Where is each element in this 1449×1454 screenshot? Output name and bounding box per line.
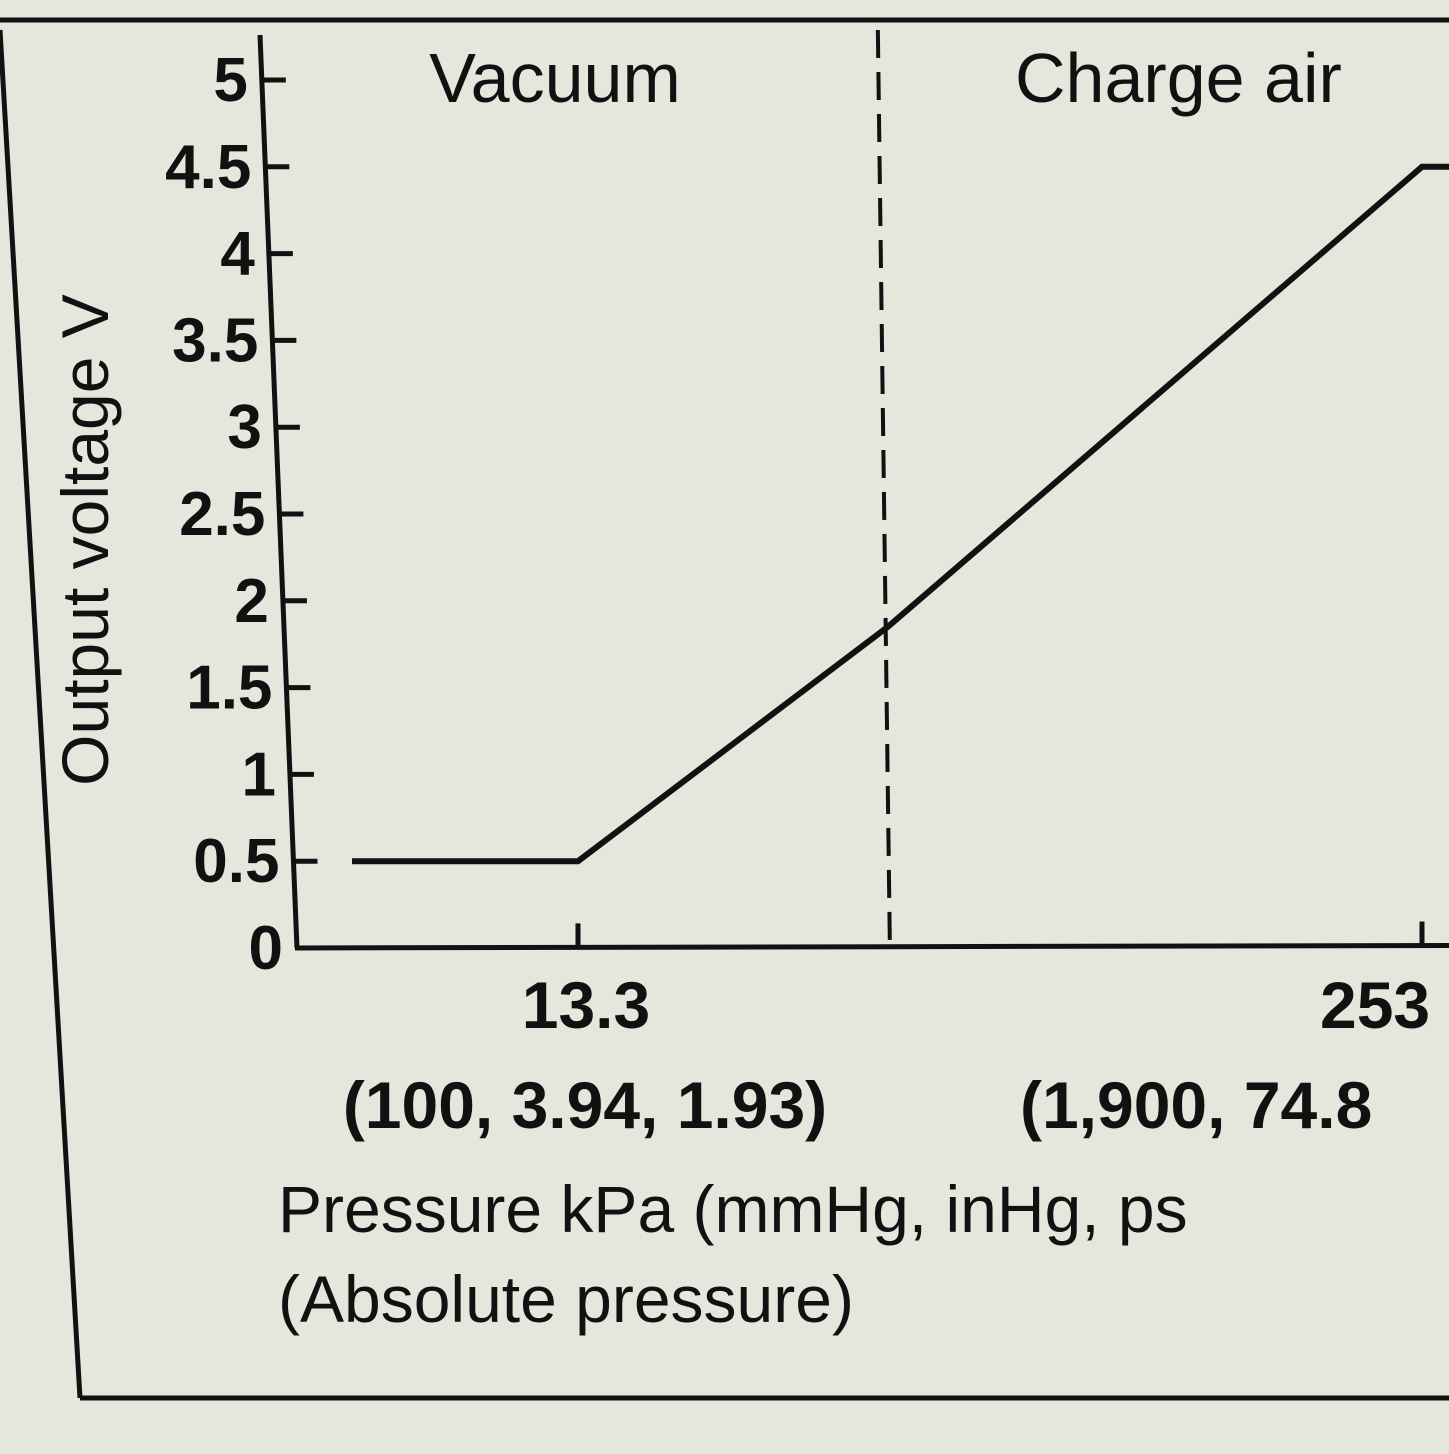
y-tick-label: 0.5: [193, 827, 279, 896]
y-tick-label: 4.5: [165, 133, 251, 202]
y-tick-label: 1.5: [186, 654, 272, 723]
x-tick-label: 13.3: [522, 968, 650, 1042]
region-label-charge-air: Charge air: [1015, 39, 1342, 117]
y-tick-label: 5: [213, 46, 247, 115]
axes: [260, 30, 1449, 948]
y-tick-label: 2.5: [179, 480, 265, 549]
x-axis-title: Pressure kPa (mmHg, inHg, ps: [278, 1172, 1188, 1246]
y-tick-label: 1: [241, 740, 275, 809]
vacuum-charge-boundary: [878, 30, 890, 945]
x-axis-line: [295, 945, 1449, 948]
x-tick-sublabel: (100, 3.94, 1.93): [343, 1068, 827, 1142]
y-axis-title: Output voltage V: [48, 294, 122, 786]
region-label-vacuum: Vacuum: [429, 39, 681, 117]
y-axis-line: [260, 35, 297, 948]
series-group: [352, 167, 1449, 862]
voltage-line: [352, 167, 1449, 861]
y-tick-label: 4: [220, 220, 255, 289]
y-tick-label: 3: [227, 393, 261, 462]
x-axis-subtitle: (Absolute pressure): [278, 1262, 854, 1336]
y-tick-label: 2: [234, 567, 268, 636]
x-tick-sublabel: (1,900, 74.8: [1020, 1068, 1372, 1142]
x-ticks: 13.3 (100, 3.94, 1.93) 253 (1,900, 74.8: [343, 922, 1430, 1142]
y-tick-label: 3.5: [172, 306, 258, 375]
x-tick-label: 253: [1320, 968, 1430, 1042]
y-tick-label: 0: [248, 914, 282, 983]
